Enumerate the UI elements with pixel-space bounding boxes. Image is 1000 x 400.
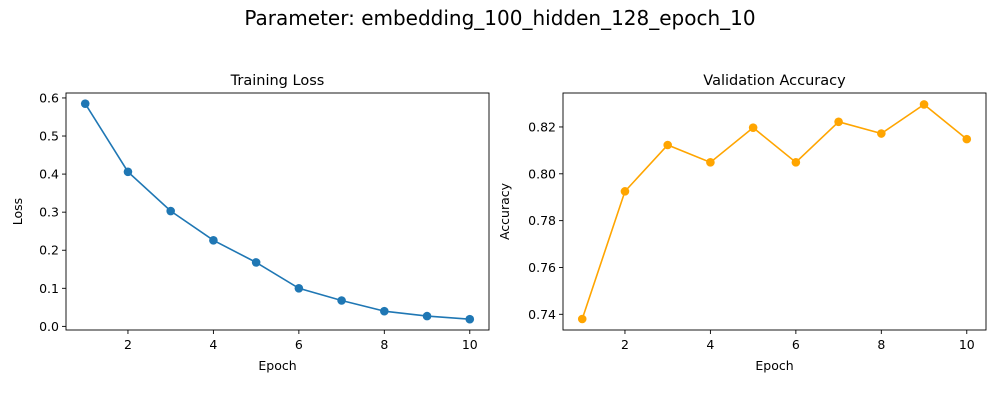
- loss-data-point: [337, 296, 346, 305]
- loss-data-point: [123, 167, 133, 177]
- loss-y-axis-label: Loss: [10, 198, 25, 225]
- loss-x-tick-label: 10: [462, 337, 478, 352]
- accuracy-data-point: [706, 158, 715, 167]
- loss-axes-frame: [65, 92, 490, 331]
- loss-data-point: [465, 314, 475, 324]
- loss-y-tick-label: 0.2: [39, 243, 59, 258]
- loss-x-axis-label: Epoch: [258, 358, 296, 373]
- loss-x-tick-label: 2: [124, 337, 132, 352]
- loss-x-tick-label: 6: [295, 337, 303, 352]
- accuracy-y-tick-label: 0.82: [528, 119, 556, 134]
- accuracy-data-point: [791, 158, 801, 167]
- loss-data-point: [380, 306, 389, 316]
- accuracy-y-tick-label: 0.80: [528, 166, 556, 181]
- loss-y-tick-label: 0.4: [39, 167, 59, 182]
- loss-data-point: [166, 206, 175, 216]
- loss-data-point: [294, 284, 304, 293]
- accuracy-x-axis-label: Epoch: [755, 358, 793, 373]
- loss-y-tick-label: 0.1: [39, 281, 59, 296]
- loss-x-tick-label: 8: [380, 337, 388, 352]
- accuracy-y-tick-label: 0.78: [528, 213, 556, 228]
- accuracy-data-point: [577, 314, 587, 324]
- loss-chart-title: Training Loss: [230, 73, 325, 89]
- accuracy-x-tick-label: 4: [706, 337, 714, 352]
- accuracy-data-point: [962, 134, 972, 144]
- loss-y-tick-label: 0.0: [39, 319, 59, 334]
- loss-y-tick-label: 0.5: [39, 129, 59, 144]
- accuracy-series-line: [581, 103, 968, 320]
- accuracy-y-tick-label: 0.76: [528, 260, 556, 275]
- accuracy-y-axis-label: Accuracy: [497, 182, 512, 240]
- figure-title: Parameter: embedding_100_hidden_128_epoc…: [244, 6, 756, 30]
- loss-data-point: [422, 311, 432, 321]
- accuracy-x-tick-label: 2: [621, 337, 629, 352]
- accuracy-chart-title: Validation Accuracy: [703, 73, 846, 89]
- accuracy-data-point: [877, 129, 886, 138]
- accuracy-data-point: [620, 187, 630, 196]
- loss-data-point: [209, 236, 218, 245]
- loss-series-line: [84, 103, 470, 320]
- loss-y-tick-label: 0.3: [39, 205, 59, 220]
- loss-data-point: [80, 99, 90, 108]
- accuracy-x-tick-label: 10: [959, 337, 975, 352]
- loss-y-tick-label: 0.6: [39, 90, 59, 105]
- accuracy-data-point: [748, 123, 758, 132]
- accuracy-x-tick-label: 6: [792, 337, 800, 352]
- accuracy-x-tick-label: 8: [877, 337, 885, 352]
- accuracy-y-tick-label: 0.74: [528, 307, 556, 322]
- accuracy-data-point: [663, 140, 672, 150]
- accuracy-axes-frame: [562, 92, 987, 331]
- accuracy-data-point: [919, 100, 929, 109]
- accuracy-data-point: [834, 117, 843, 127]
- loss-x-tick-label: 4: [209, 337, 217, 352]
- loss-data-point: [251, 258, 261, 267]
